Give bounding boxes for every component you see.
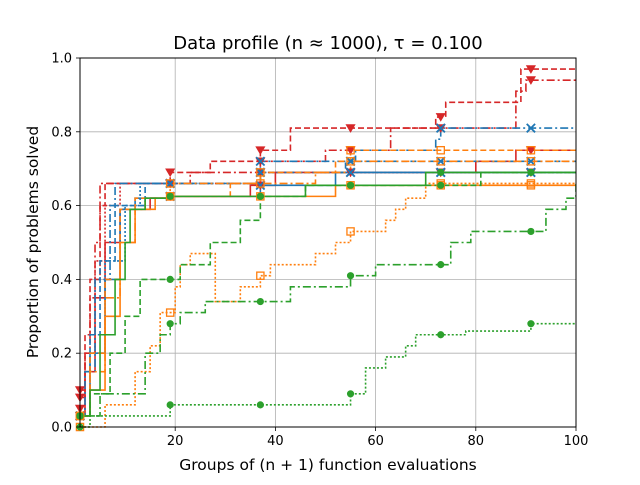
x-axis-label: Groups of (n + 1) function evaluations xyxy=(179,456,476,474)
series-marker-blue-dashdot-x xyxy=(255,156,266,167)
x-tick-label: 100 xyxy=(564,434,589,449)
y-tick-label: 0.0 xyxy=(51,421,72,436)
series-marker-blue-dotted-x xyxy=(345,167,356,178)
series-marker-blue-dotted-x xyxy=(165,178,176,189)
series-marker-red-dashed-triangle xyxy=(345,124,356,133)
series-marker-orange-dashdot-square xyxy=(526,157,536,166)
series-marker-green-dotted-circle xyxy=(256,401,264,409)
series-marker-blue-dashdot-x xyxy=(435,123,446,133)
y-tick-label: 0.8 xyxy=(51,125,72,140)
series-marker-orange-dotted-square xyxy=(256,271,265,280)
series-marker-green-dashdot-circle xyxy=(437,261,445,269)
series-marker-green-dotted-circle xyxy=(527,320,535,328)
series-marker-green-dashed-circle xyxy=(346,181,355,189)
x-tick-label: 40 xyxy=(267,434,284,449)
series-marker-green-dotted-circle xyxy=(346,390,355,398)
series-marker-red-dashdot-triangle xyxy=(525,76,536,85)
series-marker-orange-dashed-square xyxy=(526,145,536,155)
series-marker-green-dashed-circle xyxy=(256,192,264,200)
series-line-green-dashdot-circle xyxy=(80,183,576,417)
series-marker-orange-dashed-square xyxy=(346,145,355,155)
series-marker-green-solid-circle xyxy=(166,192,174,200)
axes-frame xyxy=(79,57,577,428)
x-tick-label: 60 xyxy=(367,434,384,449)
series-marker-orange-dashdot-square xyxy=(165,179,175,188)
y-tick-label: 0.2 xyxy=(51,347,72,362)
chart-title: Data profile (n ≈ 1000), τ = 0.100 xyxy=(173,33,482,54)
series-line-orange-dotted-square xyxy=(80,182,576,428)
series-marker-green-dashdot-circle xyxy=(527,227,535,236)
y-axis-label: Proportion of problems solved xyxy=(24,126,42,358)
plot-area xyxy=(80,58,576,427)
series-line-green-dotted-circle xyxy=(80,322,576,428)
series-marker-blue-dashed-x xyxy=(435,156,446,167)
series-marker-green-dotted-circle xyxy=(437,331,445,339)
series-marker-orange-dashdot-square xyxy=(436,157,445,166)
x-tick-label: 20 xyxy=(167,434,184,449)
y-tick-label: 0.4 xyxy=(51,273,72,288)
series-marker-red-dashed-triangle xyxy=(255,146,266,156)
ticks: 20 40 60 80 100 0.0 0.2 0.4 0.6 0.8 1.0 xyxy=(51,52,588,450)
series-marker-orange-dashdot-square xyxy=(256,179,265,188)
series-marker-orange-dashed-square xyxy=(256,168,265,177)
series-marker-blue-dashed-x xyxy=(526,156,536,167)
series-marker-green-dashdot-circle xyxy=(256,297,264,306)
y-tick-label: 0.6 xyxy=(51,199,72,214)
series-marker-green-solid-circle xyxy=(437,168,445,176)
x-tick-label: 80 xyxy=(468,434,485,449)
series-marker-orange-dotted-square xyxy=(526,179,536,188)
series-line-red-dashed-triangle xyxy=(80,68,576,391)
series-marker-red-dashed-triangle xyxy=(435,113,446,122)
series-marker-orange-dashed-square xyxy=(436,145,445,155)
series-marker-blue-dashed-x xyxy=(345,156,356,167)
y-tick-label: 1.0 xyxy=(51,52,72,67)
series-marker-green-dashdot-circle xyxy=(166,320,174,328)
series-marker-green-dashed-circle xyxy=(527,168,535,176)
series-marker-blue-dotted-x xyxy=(255,167,266,178)
series-marker-green-dotted-circle xyxy=(166,401,174,409)
series-marker-orange-dashdot-square xyxy=(346,157,355,166)
series-marker-orange-dotted-square xyxy=(165,308,175,317)
series-marker-green-dashed-circle xyxy=(437,181,445,189)
series-marker-blue-dashdot-x xyxy=(526,123,536,133)
series-marker-red-dashed-triangle xyxy=(525,65,536,74)
series-marker-blue-solid-x xyxy=(255,180,266,191)
series-marker-orange-dotted-square xyxy=(346,227,355,236)
series-line-green-dashed-circle xyxy=(80,171,576,417)
series-marker-green-dashdot-circle xyxy=(346,272,355,280)
series-marker-red-dashed-triangle xyxy=(165,168,176,178)
series-marker-green-dashed-circle xyxy=(166,275,174,283)
